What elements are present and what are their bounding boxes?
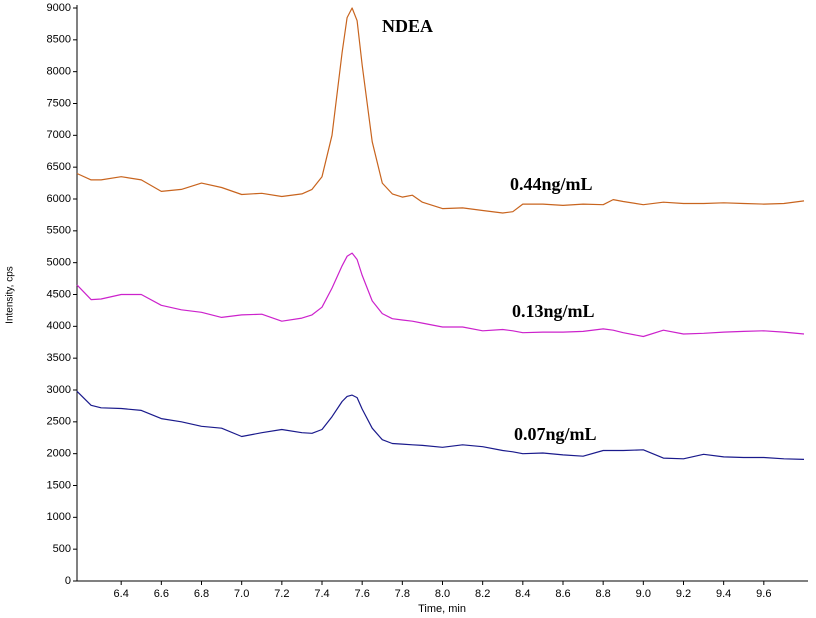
x-tick-label: 7.0	[234, 588, 249, 600]
y-tick-label: 3000	[47, 384, 71, 396]
x-tick-label: 9.0	[636, 588, 651, 600]
y-tick-label: 5000	[47, 257, 71, 269]
x-tick-label: 8.0	[435, 588, 450, 600]
y-tick-label: 6000	[47, 193, 71, 205]
x-tick-label: 6.8	[194, 588, 209, 600]
y-tick-label: 7000	[47, 129, 71, 141]
y-tick-label: 2000	[47, 448, 71, 460]
series-line	[76, 390, 805, 460]
series-label: 0.13ng/mL	[512, 301, 595, 321]
x-tick-label: 8.8	[596, 588, 611, 600]
y-tick-label: 1000	[47, 511, 71, 523]
x-tick-label: 7.8	[395, 588, 410, 600]
series-line	[76, 7, 805, 214]
x-axis-label: Time, min	[418, 603, 466, 615]
x-tick-label: 9.4	[716, 588, 731, 600]
y-tick-label: 3500	[47, 352, 71, 364]
x-tick-label: 8.2	[475, 588, 490, 600]
series-label: 0.07ng/mL	[514, 424, 597, 444]
series-label: 0.44ng/mL	[510, 174, 593, 194]
x-tick-label: 6.4	[114, 588, 129, 600]
y-tick-label: 4500	[47, 288, 71, 300]
x-tick-label: 9.2	[676, 588, 691, 600]
x-tick-label: 8.6	[555, 588, 570, 600]
y-tick-label: 8500	[47, 34, 71, 46]
x-tick-label: 6.6	[154, 588, 169, 600]
y-tick-label: 7500	[47, 97, 71, 109]
y-tick-label: 5500	[47, 225, 71, 237]
y-tick-label: 4000	[47, 320, 71, 332]
y-tick-label: 500	[53, 543, 71, 555]
y-tick-label: 8000	[47, 66, 71, 78]
y-tick-label: 9000	[47, 2, 71, 14]
x-tick-label: 8.4	[515, 588, 530, 600]
y-tick-label: 0	[65, 575, 71, 587]
y-tick-label: 1500	[47, 479, 71, 491]
x-tick-label: 9.6	[756, 588, 771, 600]
x-tick-label: 7.6	[355, 588, 370, 600]
x-tick-label: 7.4	[314, 588, 329, 600]
y-tick-label: 2500	[47, 416, 71, 428]
x-tick-label: 7.2	[274, 588, 289, 600]
series-line	[76, 252, 805, 338]
annotation: NDEA	[382, 16, 433, 36]
y-axis-label: Intensity, cps	[5, 266, 16, 324]
y-tick-label: 6500	[47, 161, 71, 173]
